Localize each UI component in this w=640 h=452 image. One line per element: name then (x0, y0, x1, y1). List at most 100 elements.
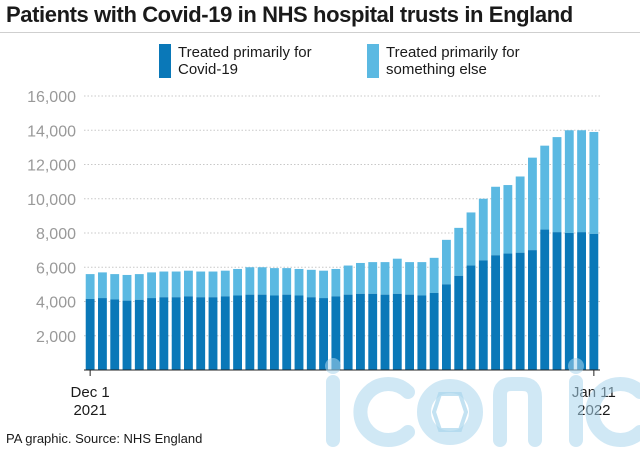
x-tick-year-label: 2021 (73, 402, 106, 419)
legend-swatch-other (367, 44, 379, 78)
bar-covid (577, 232, 586, 370)
bar-other (331, 268, 341, 297)
bar-covid (245, 294, 255, 370)
bar-other (294, 268, 304, 296)
bar-covid (270, 295, 279, 370)
bar-covid (564, 233, 574, 370)
bar-covid (454, 275, 464, 370)
bar-other (577, 130, 586, 233)
bar-covid (331, 296, 341, 370)
legend-item-covid: Treated primarily for Covid-19 (159, 44, 328, 78)
bar-other (564, 130, 574, 233)
source-note: PA graphic. Source: NHS England (6, 431, 203, 446)
legend-item-other: Treated primarily for something else (367, 44, 536, 78)
bar-covid (306, 297, 316, 370)
bar-other (380, 262, 390, 295)
bar-covid (417, 295, 427, 370)
y-tick-label: 16,000 (27, 89, 76, 106)
bar-other (245, 267, 255, 295)
bar-other (98, 272, 107, 299)
legend-label-other: Treated primarily for something else (386, 44, 520, 78)
y-tick-label: 12,000 (27, 158, 76, 175)
bar-covid (122, 300, 132, 370)
bar-covid (478, 260, 488, 370)
bar-other (356, 262, 365, 294)
bar-covid (110, 299, 120, 370)
bar-covid (491, 255, 500, 370)
bar-covid (356, 293, 365, 370)
y-tick-label: 2,000 (36, 329, 76, 346)
bar-other (184, 270, 193, 297)
bar-other (208, 271, 218, 298)
bar-covid (159, 297, 169, 370)
bar-other (319, 270, 328, 299)
bar-other (270, 268, 279, 296)
bar-other (491, 186, 500, 256)
bar-other (466, 212, 476, 266)
bar-other (503, 185, 513, 254)
bar-covid (208, 297, 218, 370)
bar-other (392, 258, 402, 294)
bar-covid (196, 297, 206, 370)
bar-other (220, 270, 230, 297)
legend-swatch-covid (159, 44, 171, 78)
bar-other (122, 274, 132, 301)
bar-covid (171, 297, 181, 370)
bar-covid (503, 253, 513, 370)
bar-covid (429, 292, 439, 370)
bar-covid (515, 252, 525, 370)
bar-other (257, 267, 267, 295)
bar-other (147, 272, 156, 299)
bar-other (552, 137, 562, 233)
bar-covid (343, 294, 353, 370)
bar-other (306, 269, 316, 298)
bar-covid (233, 295, 242, 370)
bar-other (589, 131, 599, 234)
y-tick-label: 14,000 (27, 123, 76, 140)
bar-covid (98, 298, 107, 370)
bar-other (233, 268, 242, 296)
bar-covid (147, 298, 156, 370)
bar-other (540, 145, 550, 230)
bar-covid (442, 284, 451, 370)
bar-other (368, 262, 378, 294)
bar-covid (319, 298, 328, 370)
bar-other (196, 271, 206, 298)
bar-other (405, 262, 414, 295)
bar-other (85, 274, 95, 299)
legend-label-covid: Treated primarily for Covid-19 (178, 44, 312, 78)
bar-other (171, 271, 181, 298)
y-tick-label: 6,000 (36, 260, 76, 277)
bar-other (134, 274, 144, 300)
bar-covid (294, 295, 304, 370)
y-tick-label: 10,000 (27, 192, 76, 209)
bar-other (429, 257, 439, 293)
bar-other (442, 239, 451, 285)
bar-covid (405, 294, 414, 370)
bar-other (417, 262, 427, 296)
bar-covid (220, 296, 230, 370)
bar-covid (589, 233, 599, 370)
bar-other (282, 268, 292, 295)
bar-covid (528, 250, 537, 370)
bar-covid (257, 294, 267, 370)
title-divider (0, 32, 640, 33)
bar-other (528, 157, 537, 251)
y-tick-label: 8,000 (36, 226, 76, 243)
y-tick-label: 4,000 (36, 295, 76, 312)
bar-covid (540, 229, 550, 370)
bar-other (159, 271, 169, 298)
bar-covid (368, 293, 378, 370)
bar-covid (552, 232, 562, 370)
bar-covid (184, 296, 193, 370)
bar-other (343, 265, 353, 295)
bar-other (454, 227, 464, 276)
bar-covid (282, 294, 292, 370)
bar-covid (392, 293, 402, 370)
bar-other (110, 274, 120, 300)
bar-covid (85, 298, 95, 370)
bar-covid (380, 294, 390, 370)
chart-title: Patients with Covid-19 in NHS hospital t… (6, 2, 573, 27)
